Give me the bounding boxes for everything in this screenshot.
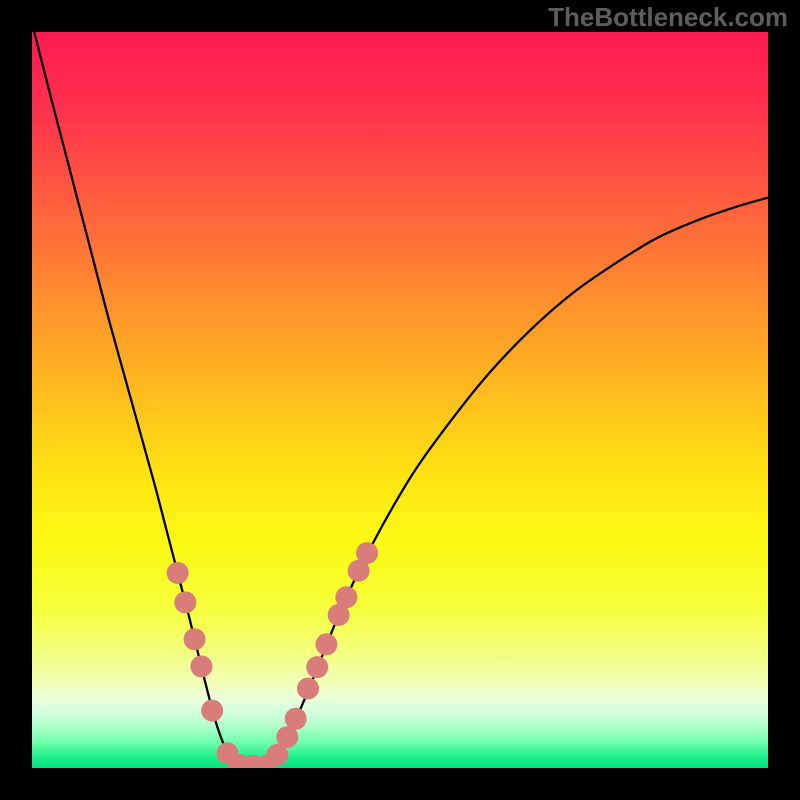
data-marker <box>297 678 319 700</box>
figure-root: TheBottleneck.com <box>0 0 800 800</box>
data-marker <box>315 633 337 655</box>
data-marker <box>335 586 357 608</box>
data-marker <box>285 708 307 730</box>
data-marker <box>356 542 378 564</box>
bottleneck-curve <box>34 32 768 766</box>
data-marker <box>306 656 328 678</box>
data-marker <box>174 591 196 613</box>
data-marker <box>201 700 223 722</box>
chart-overlay <box>32 32 768 768</box>
watermark-text: TheBottleneck.com <box>548 2 788 33</box>
data-marker <box>167 562 189 584</box>
data-marker <box>190 655 212 677</box>
data-marker <box>184 628 206 650</box>
plot-area <box>32 32 768 768</box>
